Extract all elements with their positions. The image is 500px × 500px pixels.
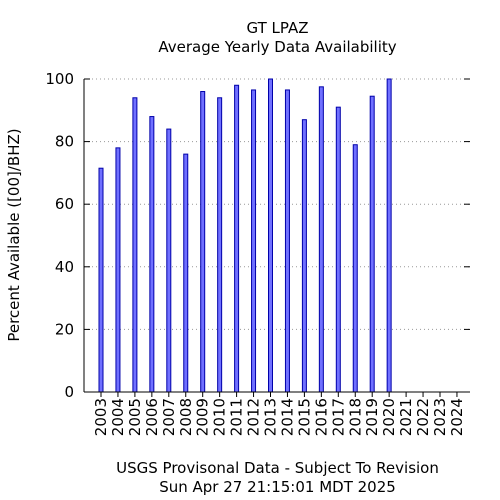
bar [166,128,172,393]
x-tick-label: 2006 [143,398,161,436]
bar [318,86,324,393]
y-tick-label: 40 [55,258,74,276]
bar [369,95,375,393]
x-tick-label: 2004 [109,398,127,436]
x-tick-label: 2019 [363,398,381,436]
y-tick-label: 80 [55,133,74,151]
y-tick-label: 20 [55,320,74,338]
x-tick-label: 2010 [211,398,229,436]
x-tick-label: 2014 [278,398,296,436]
bar [98,167,104,393]
bar [251,89,257,393]
bar [132,97,138,393]
x-tick-label: 2012 [245,398,263,436]
bar [149,116,155,393]
x-tick-label: 2022 [414,398,432,436]
x-tick-label: 2016 [312,398,330,436]
x-tick-label: 2020 [380,398,398,436]
x-tick-label: 2008 [177,398,195,436]
x-tick-label: 2017 [329,398,347,436]
bar [115,147,121,393]
x-tick-label: 2018 [346,398,364,436]
bar [335,106,341,393]
y-tick-label: 60 [55,195,74,213]
x-tick-label: 2024 [448,398,466,436]
x-tick-labels: 2003200420052006200720082009201020112012… [92,398,466,436]
bar [183,153,189,393]
bar [386,78,392,393]
chart-title: GT LPAZ [246,19,309,37]
bar [268,78,273,393]
footer-timestamp: Sun Apr 27 21:15:01 MDT 2025 [159,478,396,496]
bar [284,89,290,393]
bar [200,91,206,393]
x-tick-label: 2013 [262,398,280,436]
axes [83,78,470,397]
x-tick-label: 2003 [92,398,110,436]
grid-lines [84,78,470,330]
bar [301,119,307,393]
y-tick-label: 100 [45,70,74,88]
y-tick-labels: 0 20 40 60 80 100 [45,70,74,401]
x-tick-label: 2011 [228,398,246,436]
x-tick-label: 2009 [194,398,212,436]
x-tick-label: 2015 [295,398,313,436]
footer-disclaimer: USGS Provisonal Data - Subject To Revisi… [116,459,439,477]
bar [217,97,223,393]
chart-subtitle: Average Yearly Data Availability [158,38,397,56]
x-tick-label: 2007 [160,398,178,436]
bars [98,78,392,393]
y-tick-label: 0 [64,383,74,401]
x-tick-label: 2023 [431,398,449,436]
bar [234,84,240,393]
x-tick-label: 2005 [126,398,144,436]
bar [352,144,358,393]
x-tick-label: 2021 [397,398,415,436]
